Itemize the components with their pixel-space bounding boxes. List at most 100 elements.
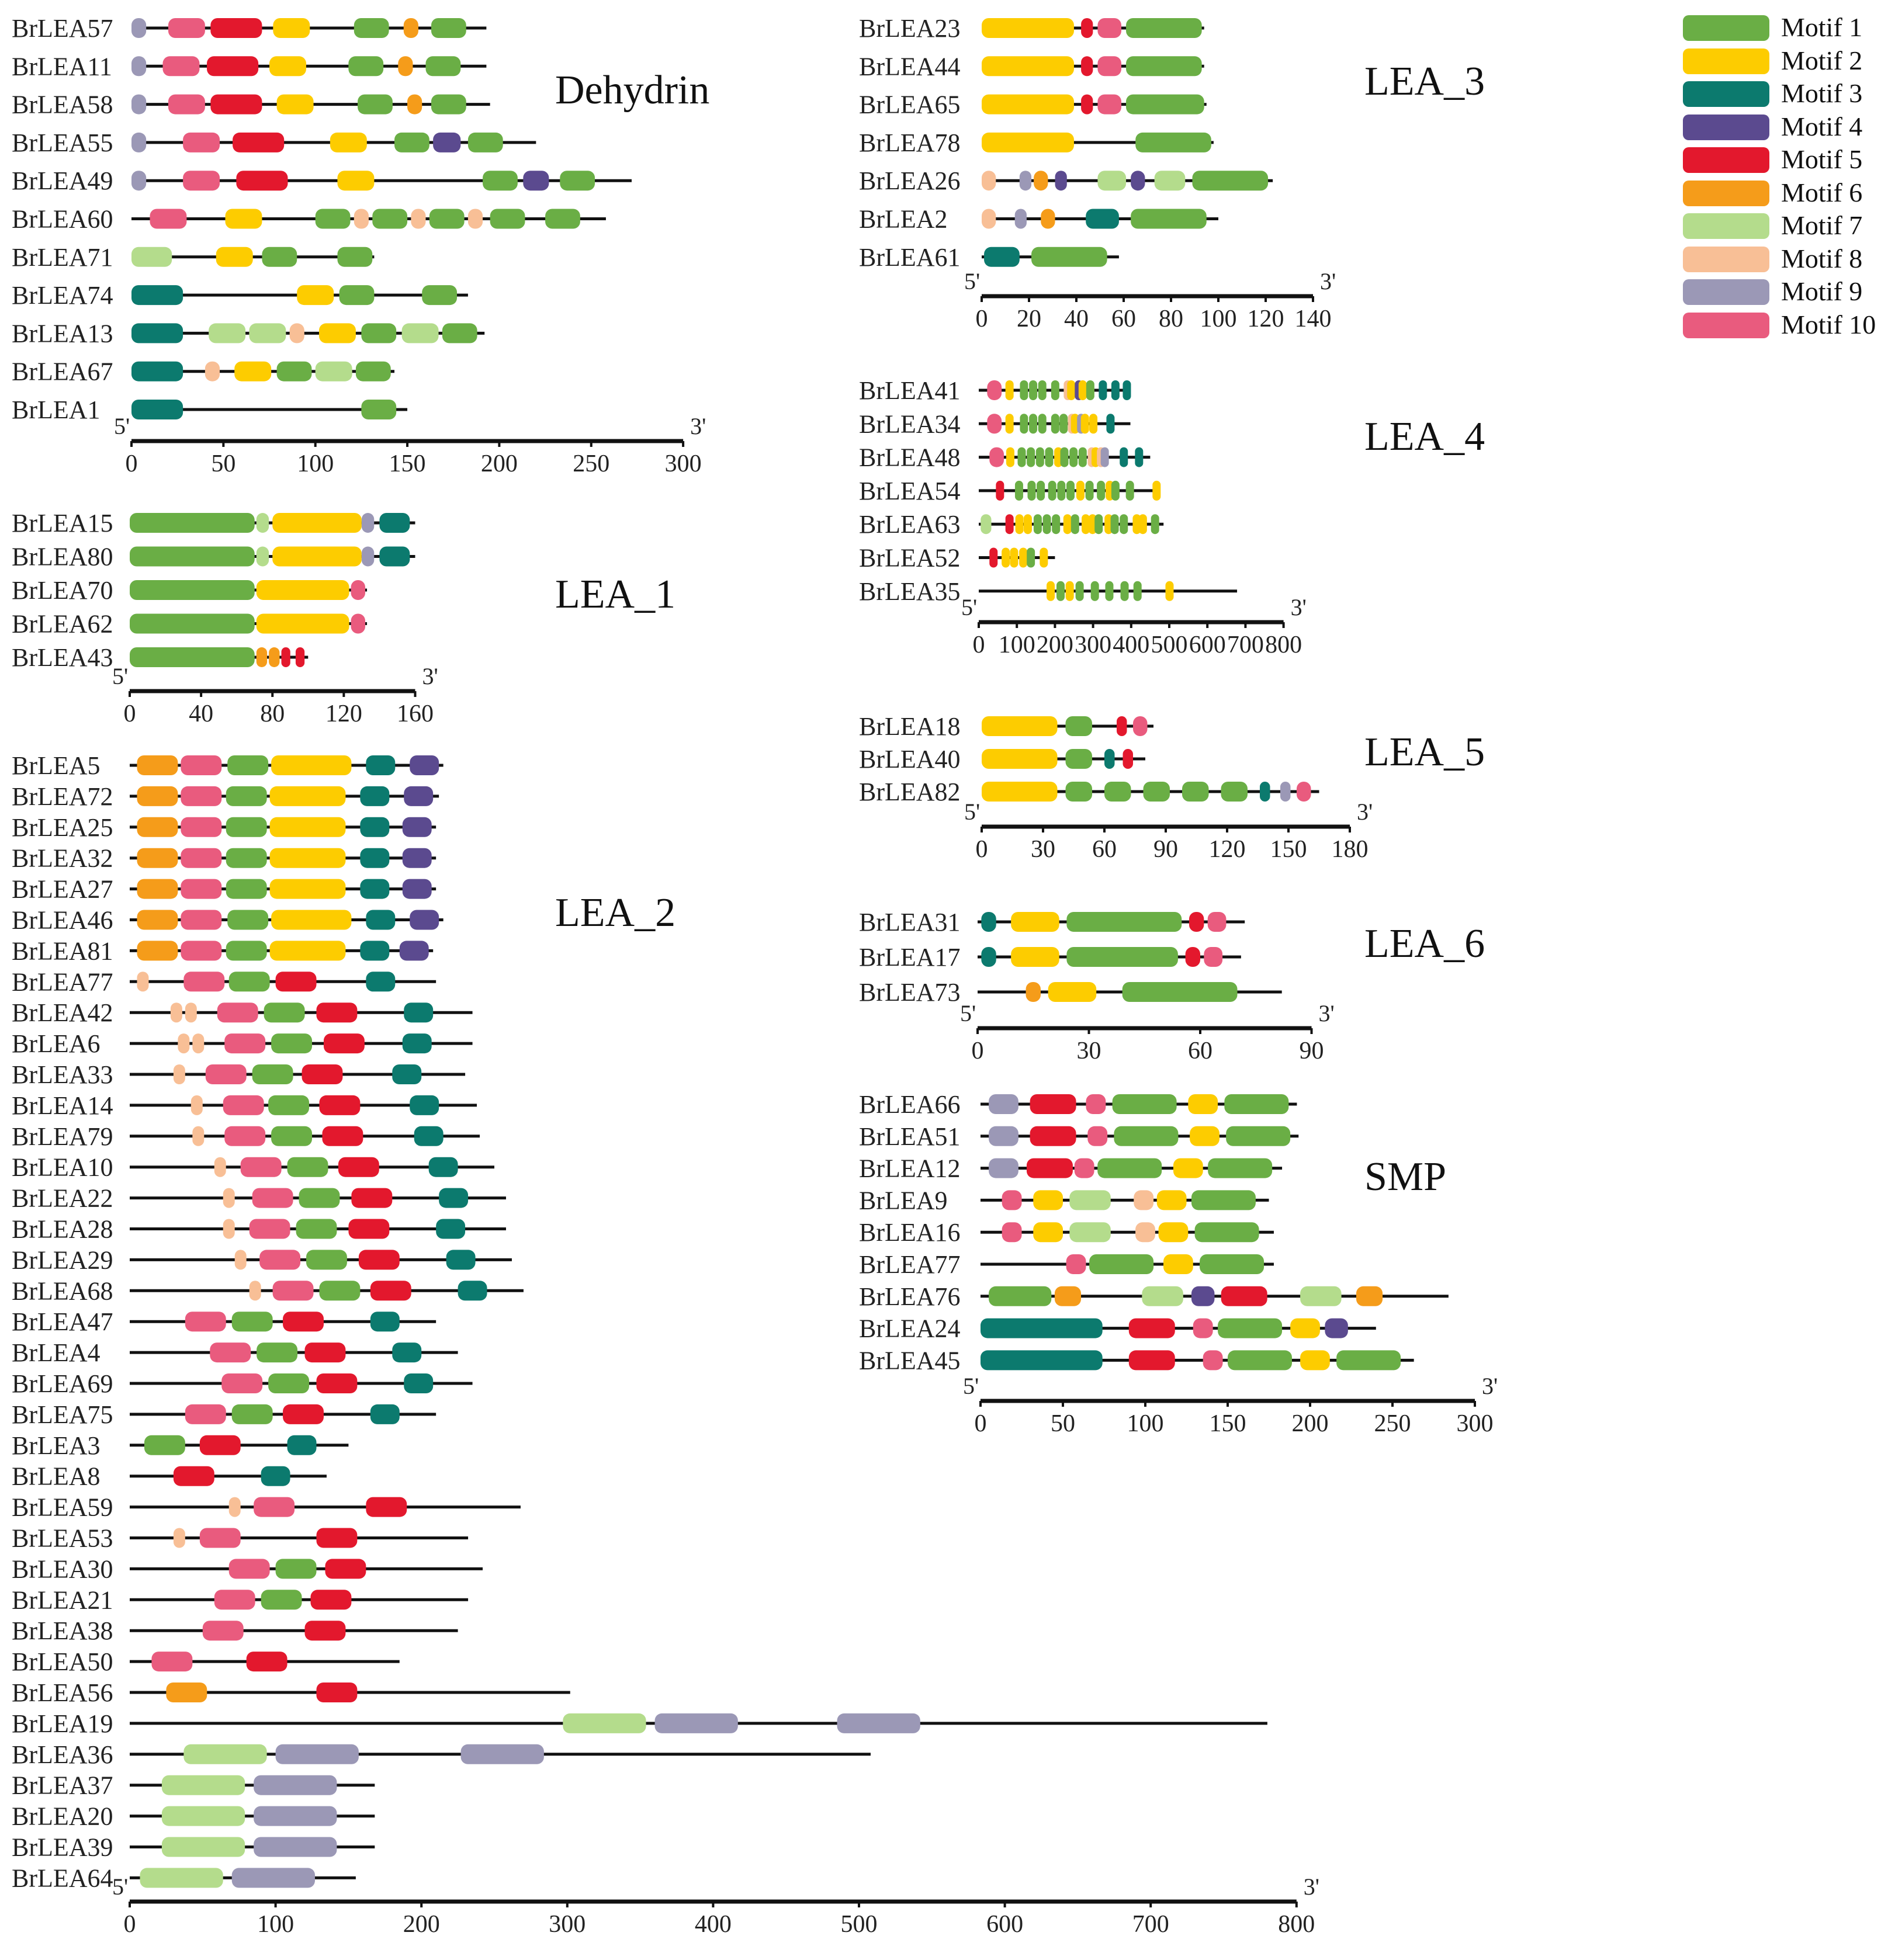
motif-box-10: [168, 94, 205, 115]
group-title-lea-3: LEA_3: [1364, 59, 1485, 104]
motif-box-1: [1042, 514, 1051, 535]
motif-box-3: [981, 912, 996, 932]
motif-box-1: [252, 1064, 293, 1084]
axis-tick-label: 700: [1132, 1911, 1169, 1938]
motif-box-10: [1086, 1094, 1106, 1114]
motif-box-1: [1182, 782, 1209, 802]
protein-label: BrLEA41: [859, 376, 961, 405]
protein-label: BrLEA46: [12, 906, 113, 935]
motif-box-1: [1071, 514, 1079, 535]
protein-label: BrLEA50: [12, 1647, 113, 1676]
protein-label: BrLEA27: [12, 875, 113, 904]
motif-box-3: [1086, 209, 1119, 229]
motif-box-1: [271, 1033, 312, 1054]
motif-box-1: [490, 209, 525, 229]
protein-label: BrLEA34: [859, 410, 961, 438]
legend-swatch: [1683, 312, 1769, 338]
axis-tick-label: 600: [1189, 632, 1226, 658]
motif-box-10: [185, 1312, 226, 1332]
motif-box-1: [545, 209, 580, 229]
motif-box-1: [1094, 514, 1103, 535]
motif-box-1: [361, 323, 397, 344]
motif-box-10: [249, 1219, 290, 1239]
motif-box-10: [151, 1652, 193, 1672]
motif-box-1: [1065, 782, 1092, 802]
axis-tick-label: 200: [1037, 632, 1073, 658]
protein-label: BrLEA44: [859, 52, 961, 81]
axis-tick-label: 80: [260, 700, 285, 727]
axis-tick-label: 100: [999, 632, 1035, 658]
motif-box-1: [1090, 581, 1099, 601]
motif-box-3: [379, 513, 410, 533]
motif-box-2: [1290, 1318, 1320, 1338]
motif-box-1: [354, 18, 389, 38]
motif-box-2: [1165, 581, 1174, 601]
motif-box-10: [150, 209, 187, 229]
motif-box-10: [1066, 1254, 1086, 1274]
protein-label: BrLEA55: [12, 129, 113, 157]
protein-label: BrLEA31: [859, 908, 961, 936]
motif-box-2: [1078, 380, 1087, 400]
motif-box-3: [370, 1312, 400, 1332]
protein-label: BrLEA43: [12, 643, 113, 672]
motif-box-3: [1111, 380, 1120, 400]
axis-tick-label: 40: [1064, 306, 1089, 332]
motif-box-2: [982, 132, 1074, 152]
axis-5prime: 5': [114, 413, 130, 439]
motif-box-3: [360, 817, 390, 837]
protein-label: BrLEA2: [859, 205, 948, 234]
motif-box-1: [226, 941, 267, 961]
motif-box-4: [1325, 1318, 1348, 1338]
motif-box-8: [1134, 1190, 1154, 1210]
motif-box-10: [224, 1033, 266, 1054]
motif-box-9: [361, 546, 375, 567]
motif-box-8: [223, 1188, 235, 1208]
protein-label: BrLEA32: [12, 844, 113, 873]
motif-box-10: [1087, 1126, 1108, 1146]
protein-label: BrLEA47: [12, 1307, 113, 1336]
motif-box-3: [981, 1350, 1103, 1371]
motif-box-6: [1356, 1286, 1383, 1306]
protein-label: BrLEA45: [859, 1346, 961, 1375]
motif-box-2: [1005, 414, 1014, 434]
motif-box-5: [996, 480, 1004, 501]
motif-box-9: [131, 132, 147, 152]
axis-5prime: 5': [964, 268, 980, 294]
motif-box-8: [467, 209, 483, 229]
motif-box-5: [325, 1559, 366, 1579]
protein-label: BrLEA65: [859, 91, 961, 119]
axis-tick-label: 500: [1151, 632, 1188, 658]
motif-box-5: [173, 1466, 214, 1486]
motif-box-5: [1026, 1158, 1073, 1178]
axis-5prime: 5': [960, 1000, 976, 1026]
legend-label: Motif 8: [1781, 243, 1863, 273]
motif-box-10: [259, 1250, 301, 1270]
motif-box-2: [982, 782, 1058, 802]
motif-box-9: [131, 171, 147, 191]
axis-tick-label: 0: [126, 450, 138, 477]
motif-box-5: [322, 1126, 363, 1146]
motif-box-5: [246, 1652, 287, 1672]
motif-box-10: [181, 786, 222, 806]
protein-label: BrLEA29: [12, 1246, 113, 1274]
legend-label: Motif 10: [1781, 309, 1876, 339]
motif-box-1: [1045, 447, 1054, 467]
motif-box-2: [1190, 1126, 1220, 1146]
motif-box-10: [183, 972, 225, 992]
axis-tick-label: 300: [665, 450, 702, 477]
motif-box-7: [183, 1744, 267, 1764]
motif-box-3: [404, 1002, 434, 1023]
motif-box-10: [1097, 18, 1121, 38]
motif-box-1: [1029, 414, 1038, 434]
motif-box-1: [130, 613, 255, 634]
motif-box-2: [297, 285, 334, 306]
protein-label: BrLEA67: [12, 358, 113, 386]
motif-box-10: [181, 941, 222, 961]
motif-box-1: [1133, 581, 1142, 601]
protein-label: BrLEA15: [12, 509, 113, 537]
motif-box-9: [1100, 447, 1109, 467]
motif-box-3: [981, 947, 996, 967]
motif-box-5: [295, 647, 305, 667]
motif-box-2: [269, 848, 346, 868]
